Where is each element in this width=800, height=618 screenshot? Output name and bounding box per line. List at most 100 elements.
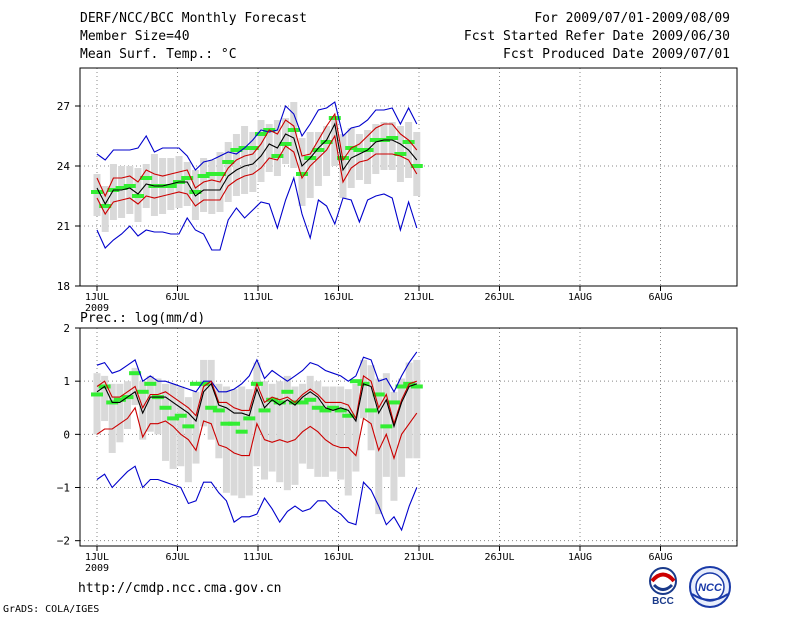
temp-iqr-box <box>257 120 265 182</box>
prec-median-mark <box>387 400 400 405</box>
prec-median-mark <box>212 408 225 413</box>
prec-iqr-box <box>299 383 307 464</box>
temp-median-mark <box>197 174 210 178</box>
prec-median-mark <box>136 389 149 394</box>
temp-median-mark <box>386 136 399 140</box>
prec-mean-line <box>96 382 417 429</box>
prec-iqr-box <box>306 375 314 469</box>
temp-median-mark <box>205 172 218 176</box>
temp-iqr-box <box>306 132 314 198</box>
temp-iqr-box <box>314 132 322 186</box>
ncc-logo: NCC <box>686 566 734 614</box>
temp-iqr-box <box>364 130 372 184</box>
temp-iqr-box <box>183 162 191 206</box>
prec-iqr-box <box>413 359 421 459</box>
forecast-produced-date: Fcst Produced Date 2009/07/01 <box>503 47 730 62</box>
prec-median-mark <box>205 405 218 410</box>
prec-iqr-box <box>154 378 162 435</box>
prec-median-mark <box>182 424 195 429</box>
temp-median-mark <box>312 148 325 152</box>
prec-median-mark <box>273 400 286 405</box>
prec-y-tick-label: −1 <box>57 482 70 495</box>
prec-median-mark <box>174 413 187 418</box>
temp-iqr-box <box>265 124 273 172</box>
prec-iqr-box <box>375 378 383 515</box>
prec-median-mark <box>311 405 324 410</box>
temp-median-mark <box>91 190 103 194</box>
prec-iqr-box <box>360 359 367 419</box>
temp-median-mark <box>271 154 284 158</box>
temp-iqr-box <box>118 166 126 218</box>
temp-iqr-box <box>372 124 380 174</box>
prec-median-mark <box>372 392 385 397</box>
prec-iqr-box <box>177 386 185 467</box>
temp-median-mark <box>164 184 177 188</box>
prec-iqr-box <box>276 381 284 483</box>
temp-y-tick-label: 21 <box>57 220 70 233</box>
prec-iqr-box <box>261 381 269 480</box>
prec-median-mark <box>159 405 172 410</box>
temp-iqr-box <box>380 122 388 170</box>
prec-median-mark <box>220 421 233 426</box>
temp-mean-plus-std-line <box>96 112 418 198</box>
temp-mean-minus-std-line <box>96 134 418 216</box>
prec-iqr-box <box>283 375 291 491</box>
prec-iqr-box <box>268 383 276 472</box>
prec-iqr-box <box>238 386 246 499</box>
temp-y-tick-label: 24 <box>57 160 71 173</box>
temp-iqr-box <box>241 126 249 194</box>
temp-x-year-label: 2009 <box>85 303 109 314</box>
prec-median-mark <box>395 384 408 389</box>
prec-x-tick-label: 11JUL <box>243 552 273 563</box>
prec-median-mark <box>319 408 332 413</box>
prec-iqr-box <box>192 391 200 464</box>
prec-iqr-box <box>93 373 101 435</box>
prec-iqr-box <box>245 389 253 496</box>
temp-iqr-box <box>101 186 109 232</box>
temp-iqr-box <box>388 122 396 170</box>
source-url[interactable]: http://cmdp.ncc.cma.gov.cn <box>78 581 282 596</box>
temp-median-mark <box>222 160 235 164</box>
temp-iqr-box <box>331 120 339 166</box>
prec-max-line <box>96 351 418 393</box>
temp-median-mark <box>181 176 194 180</box>
temp-iqr-box <box>208 160 216 214</box>
prec-x-tick-label: 1AUG <box>568 552 592 563</box>
temp-median-mark <box>328 116 341 120</box>
temp-median-mark <box>255 132 267 136</box>
temp-x-tick-label: 16JUL <box>323 292 353 303</box>
svg-text:NCC: NCC <box>698 582 723 594</box>
prec-y-tick-label: 1 <box>63 375 70 388</box>
prec-x-tick-label: 1JUL <box>85 552 109 563</box>
temp-median-mark <box>353 148 366 152</box>
prec-min-line <box>96 465 418 532</box>
prec-x-tick-label: 21JUL <box>404 552 434 563</box>
bcc-logo: BCC <box>640 566 686 610</box>
prec-iqr-box <box>222 386 230 493</box>
prec-iqr-box <box>405 362 413 459</box>
forecast-start-date: Fcst Started Refer Date 2009/06/30 <box>463 29 730 44</box>
temp-x-tick-label: 1JUL <box>85 292 109 303</box>
temp-min-line <box>96 176 418 251</box>
temp-median-mark <box>230 148 243 152</box>
prec-x-year-label: 2009 <box>85 563 109 574</box>
temp-y-tick-label: 27 <box>57 100 70 113</box>
temp-median-mark <box>410 164 423 168</box>
temp-median-mark <box>394 152 407 156</box>
temp-median-mark <box>132 194 144 198</box>
temp-x-tick-label: 6JUL <box>165 292 189 303</box>
temp-mean-line <box>96 122 418 206</box>
prec-median-mark <box>365 408 378 413</box>
prec-median-mark <box>167 416 180 421</box>
temp-iqr-box <box>323 126 331 176</box>
temp-iqr-box <box>290 102 298 168</box>
temp-iqr-box <box>232 134 240 196</box>
temp-x-tick-label: 26JUL <box>484 292 514 303</box>
prec-x-tick-label: 6AUG <box>648 552 672 563</box>
svg-text:BCC: BCC <box>652 596 674 606</box>
prec-median-mark <box>380 424 393 429</box>
prec-median-mark <box>113 397 126 402</box>
prec-title: Prec.: log(mm/d) <box>80 311 205 326</box>
prec-iqr-box <box>123 381 131 430</box>
